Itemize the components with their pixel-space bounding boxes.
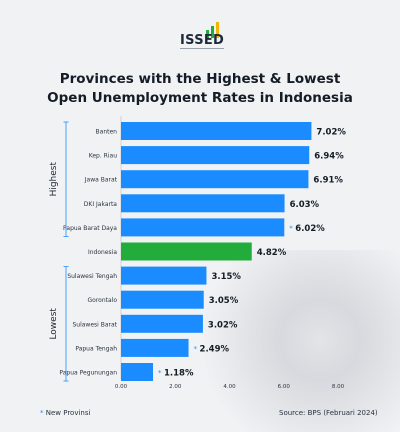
value-label: 4.82% — [257, 248, 287, 258]
category-label: Sulawesi Tengah — [67, 273, 117, 280]
value-label: 6.03% — [290, 200, 320, 210]
x-tick-label: 6.00 — [278, 384, 291, 390]
category-label: Indonesia — [88, 249, 117, 256]
footnote-text: New Provinsi — [45, 409, 91, 417]
new-province-marker: * — [194, 345, 198, 353]
category-label: Kep. Riau — [89, 153, 117, 160]
logo-text: ISSED — [180, 33, 225, 48]
bar — [121, 242, 252, 261]
chart-title: Provinces with the Highest & Lowest Open… — [0, 70, 400, 108]
bar — [121, 290, 204, 309]
bar — [121, 338, 189, 357]
category-label: Sulawesi Barat — [72, 321, 117, 328]
new-province-marker: * — [158, 369, 162, 377]
title-line-1: Provinces with the Highest & Lowest — [59, 71, 341, 87]
bar — [121, 146, 310, 165]
category-label: Gorontalo — [88, 297, 118, 304]
bar — [121, 266, 207, 285]
issed-logo: ISSED — [180, 22, 225, 50]
category-label: Jawa Barat — [84, 177, 118, 184]
value-label: 1.18% — [164, 369, 194, 379]
new-province-marker: * — [289, 224, 293, 232]
bar — [121, 194, 285, 213]
x-tick-label: 2.00 — [169, 384, 182, 390]
logo-underline — [180, 48, 224, 49]
value-label: 2.49% — [200, 344, 230, 354]
bar — [121, 218, 285, 237]
footnote: * New Provinsi — [40, 409, 90, 417]
value-label: 7.02% — [316, 128, 346, 138]
x-tick-label: 0.00 — [115, 384, 128, 390]
value-label: 6.02% — [295, 224, 325, 234]
category-label: DKI Jakarta — [84, 201, 118, 208]
category-label: Papua Tengah — [75, 345, 117, 352]
bar — [121, 363, 154, 381]
x-tick-label: 4.00 — [223, 384, 236, 390]
group-label: Lowest — [49, 308, 59, 340]
bar — [121, 122, 312, 140]
group-label: Highest — [49, 162, 59, 197]
category-label: Papua Pegunungan — [59, 370, 117, 377]
value-label: 3.05% — [209, 296, 239, 306]
value-label: 3.15% — [211, 272, 241, 282]
source-note: Source: BPS (Februari 2024) — [279, 409, 378, 417]
x-tick-label: 8.00 — [332, 384, 345, 390]
footnote-marker: * — [40, 409, 44, 417]
category-label: Papua Barat Daya — [63, 225, 117, 232]
value-label: 3.02% — [208, 320, 238, 330]
background-photo — [200, 250, 400, 432]
value-label: 6.94% — [314, 152, 344, 162]
bar — [121, 314, 203, 333]
title-line-2: Open Unemployment Rates in Indonesia — [47, 90, 353, 106]
value-label: 6.91% — [313, 176, 343, 186]
category-label: Banten — [96, 129, 118, 136]
bar — [121, 170, 309, 189]
